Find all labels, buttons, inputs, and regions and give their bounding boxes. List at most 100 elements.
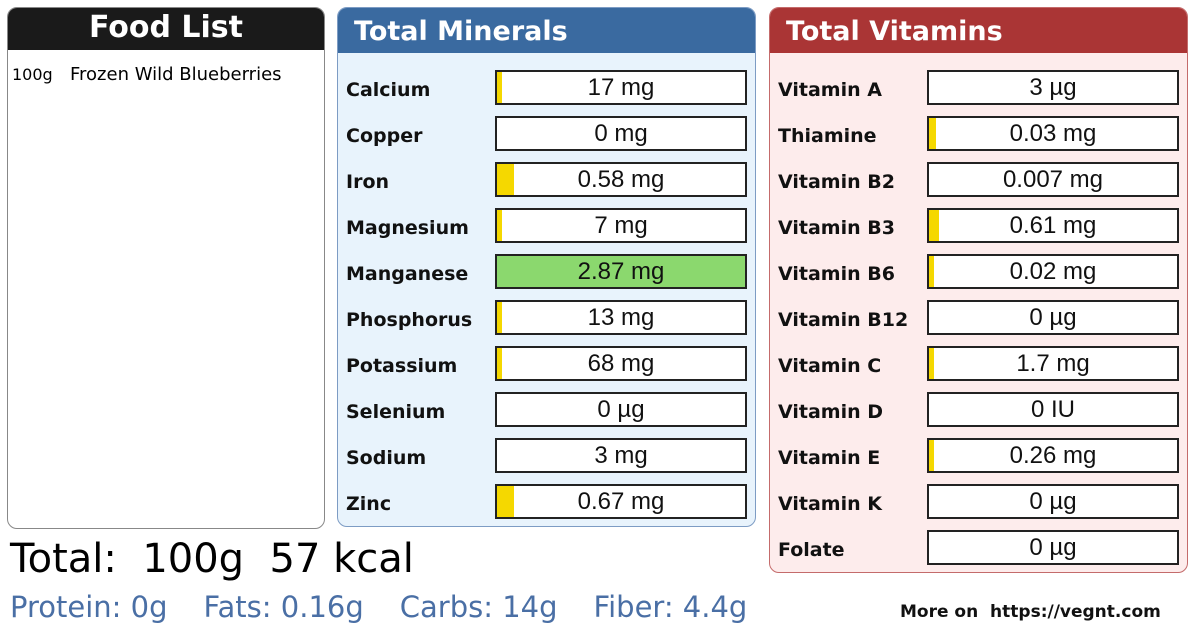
vitamin-row: Vitamin E 0.26 mg [770,438,1187,484]
mineral-bar: 0.67 mg [495,484,747,519]
vitamin-row: Folate 0 µg [770,530,1187,572]
mineral-bar: 2.87 mg [495,254,747,289]
vitamin-row: Thiamine 0.03 mg [770,116,1187,162]
mineral-bar-fill [497,348,502,379]
mineral-bar-fill [497,486,515,517]
vitamin-value: 0.61 mg [1009,212,1097,239]
fiber-total: Fiber: 4.4g [593,590,748,624]
mineral-bar-fill [497,164,515,195]
vitamin-row: Vitamin A 3 µg [770,70,1187,116]
vitamin-label: Thiamine [778,125,877,147]
vitamin-label: Vitamin B6 [778,263,895,285]
mineral-bar: 68 mg [495,346,747,381]
vitamin-bar: 1.7 mg [927,346,1179,381]
mineral-label: Selenium [346,401,446,423]
vitamin-value: 0 µg [1029,534,1077,561]
mineral-row: Potassium 68 mg [338,346,755,392]
vitamin-bar: 0.02 mg [927,254,1179,289]
mineral-label: Iron [346,171,390,193]
vitamin-row: Vitamin B3 0.61 mg [770,208,1187,254]
mineral-label: Zinc [346,493,392,515]
vitamin-label: Folate [778,539,845,561]
food-list-title: Food List [8,8,324,50]
protein-total: Protein: 0g [10,590,168,624]
mineral-row: Calcium 17 mg [338,70,755,116]
fats-total: Fats: 0.16g [203,590,364,624]
vitamin-value: 1.7 mg [1016,350,1090,377]
vitamin-bar: 0 µg [927,530,1179,565]
mineral-bar-fill [497,72,502,103]
vitamin-value: 0 IU [1030,396,1075,423]
mineral-row: Zinc 0.67 mg [338,484,755,526]
vitamin-label: Vitamin B3 [778,217,895,239]
minerals-list: Calcium 17 mg Copper 0 mg Iron 0.58 mg Magnesi… [338,70,755,526]
vitamin-bar-fill [929,256,934,287]
vitamin-row: Vitamin C 1.7 mg [770,346,1187,392]
mineral-row: Selenium 0 µg [338,392,755,438]
mineral-bar: 0 µg [495,392,747,427]
food-list-item[interactable]: 100g Frozen Wild Blueberries [12,64,282,85]
vitamin-row: Vitamin B6 0.02 mg [770,254,1187,300]
vitamin-label: Vitamin E [778,447,881,469]
vitamin-value: 0 µg [1029,488,1077,515]
mineral-bar-fill [497,302,502,333]
mineral-label: Manganese [346,263,469,285]
mineral-value: 17 mg [587,74,655,101]
mineral-row: Copper 0 mg [338,116,755,162]
mineral-label: Copper [346,125,423,147]
more-link[interactable]: More on https://vegnt.com [900,602,1161,622]
mineral-label: Potassium [346,355,458,377]
mineral-bar: 0 mg [495,116,747,151]
mineral-value: 68 mg [587,350,655,377]
vitamin-bar: 0.007 mg [927,162,1179,197]
macros-summary: Protein: 0g Fats: 0.16g Carbs: 14g Fiber: 4… [10,590,783,624]
mineral-label: Magnesium [346,217,469,239]
vitamin-value: 0 µg [1029,304,1077,331]
food-item-quantity: 100g [12,65,53,84]
food-list-panel: Food List 100g Frozen Wild Blueberries [7,7,325,529]
mineral-bar: 13 mg [495,300,747,335]
vitamin-bar: 0 µg [927,300,1179,335]
food-item-name: Frozen Wild Blueberries [70,64,282,85]
vitamin-bar: 0.26 mg [927,438,1179,473]
mineral-row: Manganese 2.87 mg [338,254,755,300]
mineral-row: Phosphorus 13 mg [338,300,755,346]
vitamin-bar: 0 IU [927,392,1179,427]
minerals-title: Total Minerals [338,8,755,53]
vitamin-bar: 0 µg [927,484,1179,519]
mineral-bar: 3 mg [495,438,747,473]
mineral-row: Iron 0.58 mg [338,162,755,208]
mineral-value: 0.58 mg [577,166,665,193]
mineral-value: 13 mg [587,304,655,331]
vitamin-bar: 0.61 mg [927,208,1179,243]
vitamin-bar-fill [929,210,939,241]
vitamins-title: Total Vitamins [770,8,1187,53]
mineral-value: 0.67 mg [577,488,665,515]
mineral-value: 3 mg [594,442,648,469]
vitamin-label: Vitamin D [778,401,884,423]
vitamin-bar-fill [929,348,934,379]
mineral-value: 2.87 mg [577,258,665,285]
vitamin-label: Vitamin B2 [778,171,895,193]
vitamin-bar: 3 µg [927,70,1179,105]
vitamin-value: 3 µg [1029,74,1077,101]
vitamin-value: 0.007 mg [1002,166,1104,193]
vitamin-value: 0.26 mg [1009,442,1097,469]
vitamin-label: Vitamin K [778,493,882,515]
minerals-panel: Total Minerals Calcium 17 mg Copper 0 mg Iro… [337,7,756,527]
vitamin-row: Vitamin B12 0 µg [770,300,1187,346]
carbs-total: Carbs: 14g [399,590,558,624]
vitamin-row: Vitamin B2 0.007 mg [770,162,1187,208]
mineral-value: 0 mg [594,120,648,147]
vitamin-bar-fill [929,440,934,471]
vitamin-row: Vitamin D 0 IU [770,392,1187,438]
vitamin-bar-fill [929,118,937,149]
mineral-label: Phosphorus [346,309,473,331]
vitamins-list: Vitamin A 3 µg Thiamine 0.03 mg Vitamin B2 0.… [770,70,1187,572]
mineral-row: Sodium 3 mg [338,438,755,484]
mineral-bar: 17 mg [495,70,747,105]
mineral-bar: 0.58 mg [495,162,747,197]
mineral-label: Sodium [346,447,427,469]
mineral-row: Magnesium 7 mg [338,208,755,254]
vitamin-value: 0.03 mg [1009,120,1097,147]
